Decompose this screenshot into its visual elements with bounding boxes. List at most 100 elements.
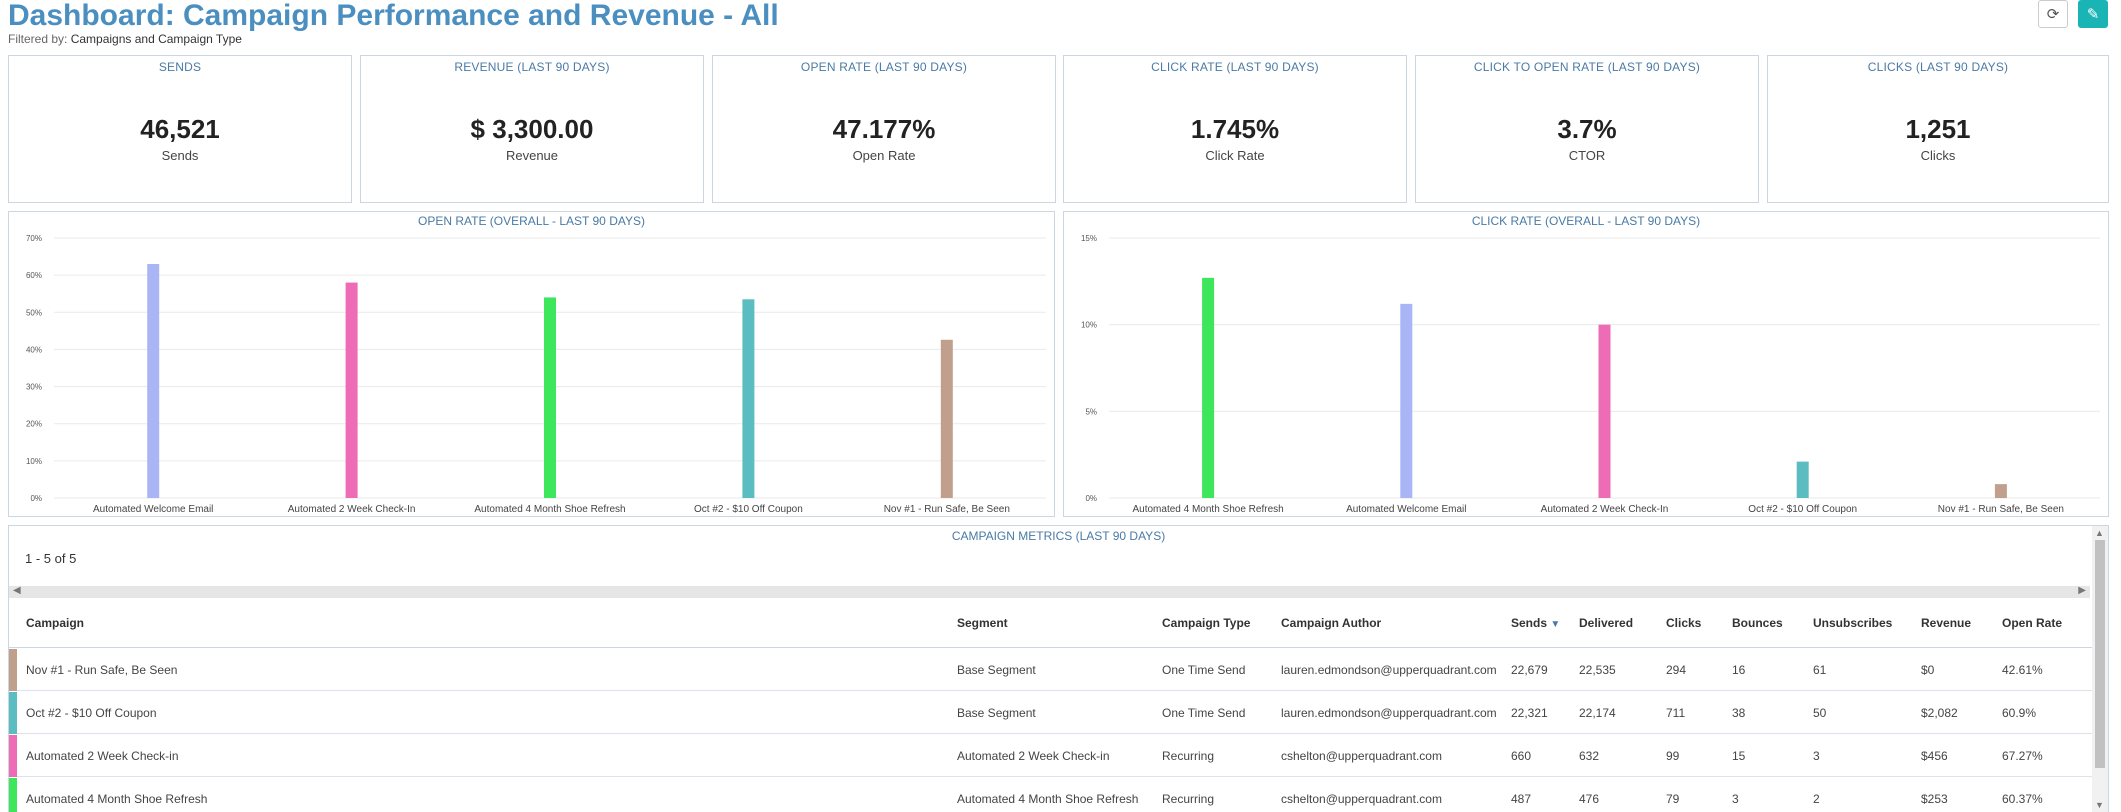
- cell-author: cshelton@upperquadrant.com: [1281, 749, 1442, 763]
- col-campaign[interactable]: Campaign: [26, 616, 85, 630]
- edit-icon: ✎: [2086, 6, 2100, 23]
- kpi-clicks[interactable]: CLICKS (LAST 90 DAYS) 1,251 Clicks: [1767, 55, 2109, 203]
- filter-prefix: Filtered by:: [8, 32, 68, 46]
- kpi-title: REVENUE (LAST 90 DAYS): [454, 60, 610, 74]
- cell-unsubscribes: 2: [1813, 792, 1820, 806]
- kpi-open-rate[interactable]: OPEN RATE (LAST 90 DAYS) 47.177% Open Ra…: [712, 55, 1056, 203]
- x-tick-label: Nov #1 - Run Safe, Be Seen: [1938, 504, 2064, 515]
- table-row[interactable]: Automated 4 Month Shoe Refresh Automated…: [9, 778, 2092, 812]
- kpi-sends[interactable]: SENDS 46,521 Sends: [8, 55, 352, 203]
- y-tick-label: 60%: [26, 271, 42, 280]
- col-sends-label: Sends: [1511, 616, 1548, 630]
- cell-open-rate: 60.37%: [2002, 792, 2043, 806]
- table-header: Campaign Segment Campaign Type Campaign …: [9, 598, 2092, 648]
- table-row[interactable]: Oct #2 - $10 Off Coupon Base Segment One…: [9, 692, 2092, 734]
- kpi-title: CLICK TO OPEN RATE (LAST 90 DAYS): [1473, 60, 1701, 74]
- cell-delivered: 476: [1579, 792, 1600, 806]
- row-color-swatch: [9, 778, 17, 812]
- bar[interactable]: [1796, 461, 1809, 498]
- y-tick-label: 10%: [26, 457, 42, 466]
- kpi-label: CTOR: [1568, 148, 1606, 163]
- row-color-swatch: [9, 649, 17, 691]
- cell-unsubscribes: 61: [1813, 663, 1827, 677]
- kpi-title: SENDS: [158, 60, 202, 74]
- sort-desc-icon: ▼: [1550, 619, 1561, 630]
- row-count: 1 - 5 of 5: [25, 551, 77, 566]
- refresh-button[interactable]: ⟳: [2038, 0, 2068, 28]
- cell-campaign: Automated 4 Month Shoe Refresh: [26, 792, 208, 806]
- kpi-revenue[interactable]: REVENUE (LAST 90 DAYS) $ 3,300.00 Revenu…: [360, 55, 704, 203]
- bar[interactable]: [940, 339, 953, 498]
- vertical-scrollbar[interactable]: ▲ ▼: [2092, 526, 2108, 812]
- cell-segment: Base Segment: [957, 663, 1036, 677]
- chart-title: CLICK RATE (OVERALL - LAST 90 DAYS): [1471, 214, 1701, 228]
- bar[interactable]: [742, 299, 755, 498]
- scroll-down-icon[interactable]: ▼: [2095, 800, 2104, 810]
- col-delivered[interactable]: Delivered: [1579, 616, 1634, 630]
- cell-campaign-type: Recurring: [1162, 749, 1215, 763]
- y-tick-label: 20%: [26, 420, 42, 429]
- x-tick-label: Oct #2 - $10 Off Coupon: [1748, 504, 1857, 515]
- filter-description: Filtered by: Campaigns and Campaign Type: [8, 32, 242, 46]
- cell-bounces: 15: [1732, 749, 1746, 763]
- edit-button[interactable]: ✎: [2078, 0, 2108, 28]
- cell-unsubscribes: 50: [1813, 706, 1827, 720]
- y-tick-label: 0%: [1085, 494, 1097, 503]
- table-title: CAMPAIGN METRICS (LAST 90 DAYS): [951, 529, 1166, 543]
- kpi-ctor[interactable]: CLICK TO OPEN RATE (LAST 90 DAYS) 3.7% C…: [1415, 55, 1759, 203]
- bar[interactable]: [147, 264, 160, 498]
- cell-revenue: $253: [1921, 792, 1948, 806]
- col-campaign-type[interactable]: Campaign Type: [1162, 616, 1251, 630]
- cell-unsubscribes: 3: [1813, 749, 1820, 763]
- col-unsubscribes[interactable]: Unsubscribes: [1813, 616, 1893, 630]
- table-row[interactable]: Automated 2 Week Check-in Automated 2 We…: [9, 735, 2092, 777]
- bar[interactable]: [345, 282, 358, 498]
- col-sends[interactable]: Sends ▼: [1511, 616, 1560, 630]
- cell-author: lauren.edmondson@upperquadrant.com: [1281, 663, 1497, 677]
- open-rate-chart: OPEN RATE (OVERALL - LAST 90 DAYS) 0% 10%…: [8, 211, 1055, 517]
- cell-campaign: Automated 2 Week Check-in: [26, 749, 179, 763]
- col-clicks[interactable]: Clicks: [1666, 616, 1702, 630]
- kpi-value: 47.177%: [832, 114, 936, 144]
- kpi-value: 3.7%: [1557, 114, 1617, 144]
- bar[interactable]: [1598, 324, 1611, 498]
- cell-delivered: 22,174: [1579, 706, 1616, 720]
- horizontal-scrollbar[interactable]: ◀ ▶: [9, 585, 2090, 598]
- cell-clicks: 79: [1666, 792, 1680, 806]
- cell-delivered: 632: [1579, 749, 1600, 763]
- kpi-value: 46,521: [140, 114, 220, 144]
- cell-segment: Automated 2 Week Check-in: [957, 749, 1110, 763]
- bar[interactable]: [1994, 484, 2007, 498]
- kpi-title: OPEN RATE (LAST 90 DAYS): [800, 60, 968, 74]
- page-title: Dashboard: Campaign Performance and Reve…: [8, 0, 779, 32]
- cell-open-rate: 60.9%: [2002, 706, 2037, 720]
- scrollbar-thumb[interactable]: [2095, 540, 2105, 768]
- bar[interactable]: [544, 297, 556, 498]
- x-tick-label: Automated Welcome Email: [1346, 504, 1466, 515]
- y-tick-label: 0%: [30, 494, 42, 503]
- kpi-click-rate[interactable]: CLICK RATE (LAST 90 DAYS) 1.745% Click R…: [1063, 55, 1407, 203]
- col-bounces[interactable]: Bounces: [1732, 616, 1783, 630]
- x-tick-label: Oct #2 - $10 Off Coupon: [694, 504, 803, 515]
- scroll-left-icon[interactable]: ◀: [13, 585, 21, 596]
- col-open-rate[interactable]: Open Rate: [2002, 616, 2063, 630]
- scroll-right-icon[interactable]: ▶: [2078, 585, 2086, 596]
- click-rate-chart-svg: 0% 5% 10% 15% Automated 4 Month Shoe Refresh…: [1081, 234, 2100, 515]
- y-tick-label: 70%: [26, 234, 42, 243]
- col-revenue[interactable]: Revenue: [1921, 616, 1972, 630]
- scroll-up-icon[interactable]: ▲: [2095, 528, 2104, 538]
- x-tick-label: Automated 2 Week Check-In: [288, 504, 416, 515]
- col-campaign-author[interactable]: Campaign Author: [1281, 616, 1382, 630]
- bar[interactable]: [1202, 277, 1215, 498]
- cell-sends: 22,321: [1511, 706, 1548, 720]
- cell-open-rate: 67.27%: [2002, 749, 2043, 763]
- kpi-title: CLICK RATE (LAST 90 DAYS): [1151, 60, 1319, 74]
- col-segment[interactable]: Segment: [957, 616, 1008, 630]
- table-row[interactable]: Nov #1 - Run Safe, Be Seen Base Segment …: [9, 649, 2092, 691]
- kpi-value: 1.745%: [1190, 114, 1280, 144]
- bar[interactable]: [1400, 303, 1413, 498]
- y-tick-label: 30%: [26, 383, 42, 392]
- y-tick-label: 50%: [26, 308, 42, 317]
- cell-sends: 487: [1511, 792, 1532, 806]
- cell-campaign: Oct #2 - $10 Off Coupon: [26, 706, 157, 720]
